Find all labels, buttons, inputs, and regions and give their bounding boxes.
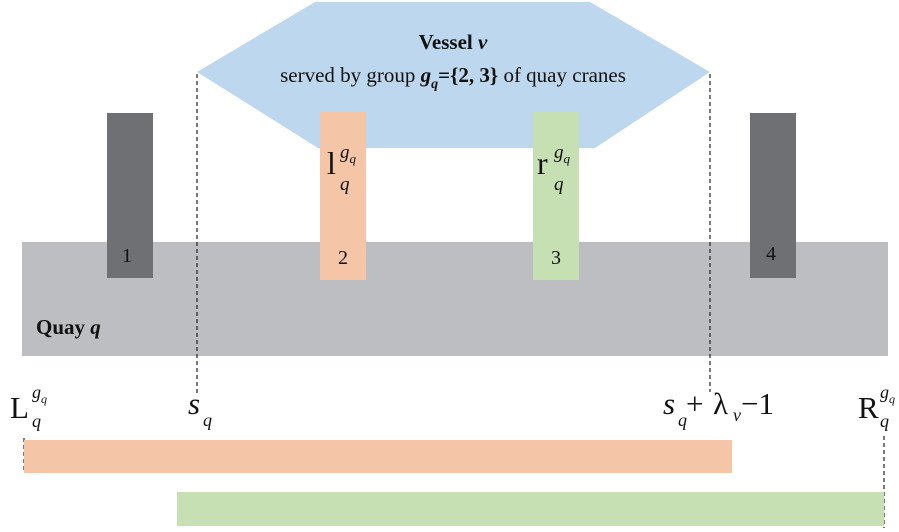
crane-3-number: 3 [551,247,561,269]
vessel-subtitle-group-sub: q [431,77,438,92]
end-position-label: s q + λ v −1 [663,386,774,430]
crane-3-label-sub: q [554,174,564,195]
svg-text:λ: λ [713,386,728,421]
quay-strip [22,242,888,356]
svg-text:v: v [733,405,741,425]
vessel-title-var: v [478,30,488,54]
crane-3-label-sup: gq [554,142,571,166]
crane-2 [320,112,366,280]
svg-text:q: q [203,410,212,430]
svg-text:q: q [880,411,889,431]
svg-text:gq: gq [32,382,47,406]
crane-2-label-sup: gq [340,142,357,166]
crane-4-number: 4 [766,243,776,265]
crane-1 [107,113,153,278]
green-range-bar [177,492,884,526]
crane-3-label: r [537,145,548,181]
vessel-subtitle-prefix: served by group [280,63,421,87]
crane-3 [533,112,579,280]
crane-2-label-main: l [327,145,336,181]
svg-text:R: R [858,390,879,425]
quay-label-var: q [90,315,101,339]
svg-text:q: q [678,410,687,430]
crane-1-number: 1 [122,245,132,267]
vessel-shape [197,2,710,148]
quay-label: Quay q [36,315,101,339]
svg-text:q: q [32,411,41,431]
svg-text:s: s [663,386,675,421]
svg-text:+: + [686,386,703,421]
svg-text:s: s [188,386,200,421]
vessel-subtitle-group-var: g [420,63,432,87]
left-bound-label: L gq q [10,382,47,431]
vessel-subtitle-set: ={2, 3} [438,63,498,87]
crane-2-label-sub: q [340,174,350,195]
vessel-title: Vessel v [419,30,488,54]
svg-text:−1: −1 [741,386,774,421]
quay-label-prefix: Quay [36,315,90,339]
crane-2-number: 2 [338,247,348,269]
svg-text:L: L [10,390,29,425]
svg-text:gq: gq [880,382,895,406]
orange-range-bar [24,440,732,473]
vessel-subtitle-suffix: of quay cranes [498,63,626,87]
crane-2-label: l [327,145,336,181]
right-bound-label: R gq q [858,382,895,431]
start-position-label: s q [188,386,212,430]
crane-4 [750,113,796,278]
crane-3-label-main: r [537,145,548,181]
vessel-title-prefix: Vessel [419,30,478,54]
vessel-subtitle: served by group gq={2, 3} of quay cranes [280,63,626,92]
